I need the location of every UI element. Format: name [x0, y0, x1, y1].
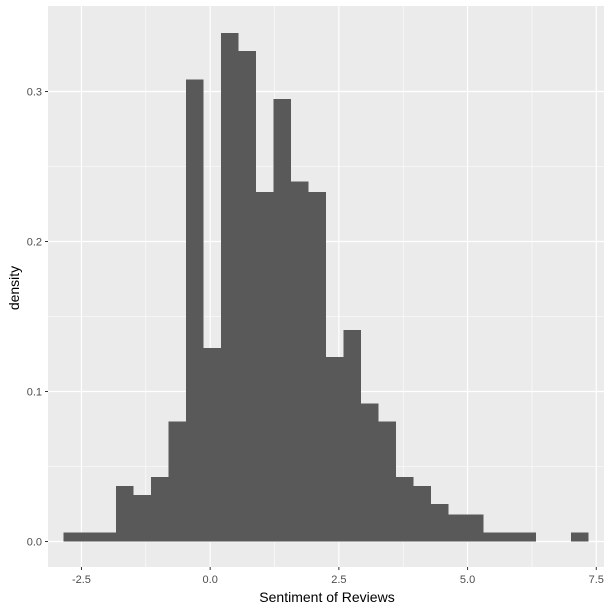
histogram-bar: [98, 532, 116, 542]
y-tick-label: 0.3: [27, 87, 42, 99]
histogram-bar: [168, 421, 186, 542]
x-tick-label: 5.0: [460, 574, 475, 586]
y-axis-ticks: 0.0 0.1 0.2 0.3: [27, 87, 48, 549]
x-tick-label: 7.5: [589, 574, 604, 586]
histogram-bar: [343, 330, 362, 542]
histogram-bar: [80, 532, 99, 542]
histogram-bar: [448, 514, 467, 542]
histogram-bar: [273, 99, 291, 542]
histogram-bar: [518, 532, 537, 542]
histogram-bar: [255, 192, 274, 542]
histogram-bar: [238, 51, 256, 542]
y-tick-label: 0.2: [27, 237, 42, 249]
histogram-bar: [220, 33, 239, 542]
histogram-bar: [290, 181, 309, 542]
histogram-bar: [361, 403, 379, 542]
histogram-bar: [308, 192, 326, 542]
histogram-bar: [115, 486, 134, 542]
histogram-bar: [185, 79, 204, 542]
histogram-bar: [150, 477, 169, 542]
histogram-bar: [501, 532, 519, 542]
histogram-bar: [571, 532, 589, 542]
histogram-bars: [63, 33, 589, 542]
histogram-bar: [431, 504, 449, 542]
histogram-bar: [483, 532, 502, 542]
histogram-bar: [63, 532, 81, 542]
x-tick-label: 2.5: [331, 574, 346, 586]
y-tick-label: 0.0: [27, 537, 42, 549]
x-axis-ticks: -2.5 0.0 2.5 5.0 7.5: [72, 567, 604, 586]
histogram-bar: [413, 486, 432, 542]
y-tick-label: 0.1: [27, 387, 42, 399]
histogram-bar: [133, 495, 151, 542]
histogram-bar: [378, 421, 397, 542]
histogram-bar: [396, 477, 414, 542]
x-tick-label: -2.5: [72, 574, 91, 586]
y-axis-title: density: [6, 266, 22, 310]
histogram-bar: [203, 348, 221, 542]
x-tick-label: 0.0: [203, 574, 218, 586]
histogram-bar: [466, 514, 484, 542]
histogram-bar: [326, 357, 344, 542]
x-axis-title: Sentiment of Reviews: [259, 589, 394, 605]
